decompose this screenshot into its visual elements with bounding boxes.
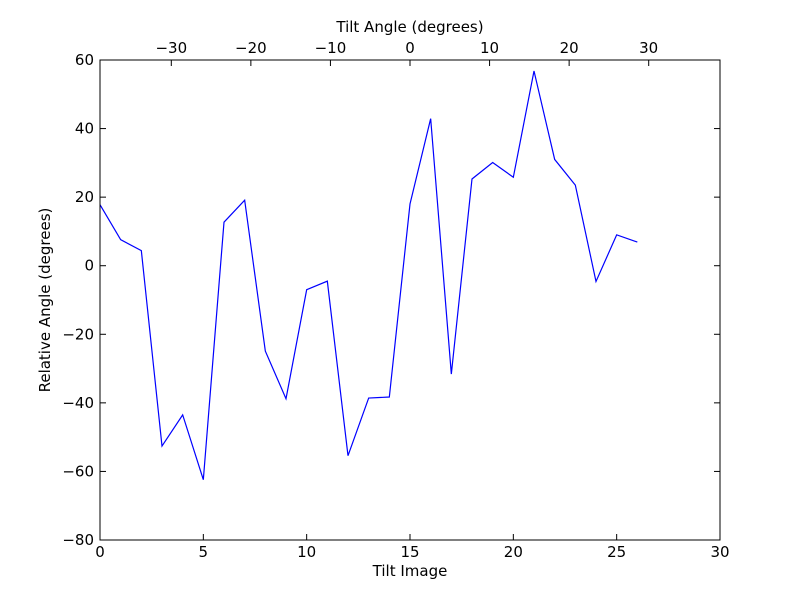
x-tick-label: 0 [95,543,105,561]
top-x-tick-label: −20 [235,39,267,57]
y-tick-label: 40 [75,120,94,138]
y-tick-label: 0 [84,257,94,275]
left-y-axis: −80 −60 −40 −20 0 20 40 60 [62,51,720,549]
top-x-tick-label: −10 [315,39,347,57]
bottom-x-axis: 0 5 10 15 20 25 30 [95,534,730,561]
y-tick-label: −20 [62,325,94,343]
x-tick-label: 5 [199,543,209,561]
top-x-tick-label: 20 [560,39,579,57]
top-x-axis: −30 −20 −10 0 10 20 30 [155,39,658,66]
y-tick-label: −80 [62,531,94,549]
y-tick-label: 20 [75,188,94,206]
top-x-tick-label: 0 [405,39,415,57]
top-x-tick-label: −30 [155,39,187,57]
x-tick-label: 20 [504,543,523,561]
top-x-tick-label: 30 [639,39,658,57]
y-axis-title: Relative Angle (degrees) [36,208,54,393]
top-x-axis-title: Tilt Angle (degrees) [335,18,483,36]
x-tick-label: 15 [400,543,419,561]
y-tick-label: −40 [62,394,94,412]
y-tick-label: −60 [62,462,94,480]
top-x-tick-label: 10 [480,39,499,57]
x-tick-label: 25 [607,543,626,561]
x-tick-label: 30 [710,543,729,561]
series-layer [99,70,638,480]
plot-area [100,60,720,540]
x-tick-label: 10 [297,543,316,561]
y-tick-label: 60 [75,51,94,69]
x-axis-title: Tilt Image [372,562,448,580]
